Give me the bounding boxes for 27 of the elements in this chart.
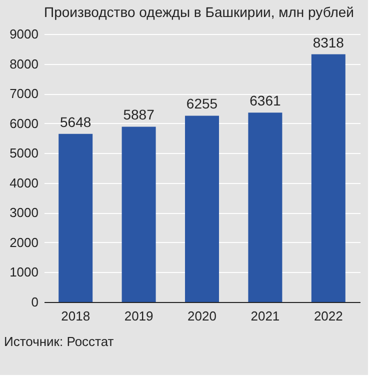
- x-tick-label: 2019: [124, 308, 154, 324]
- y-tick-label: 4000: [10, 175, 38, 190]
- y-tick-label: 3000: [10, 205, 38, 220]
- data-label: 5887: [123, 106, 155, 123]
- y-tick-label: 8000: [10, 56, 38, 72]
- y-tick-label: 9000: [10, 26, 38, 42]
- data-label: 6255: [186, 96, 218, 112]
- y-tick-label: 2000: [10, 234, 38, 250]
- y-tick-label: 5000: [10, 146, 38, 161]
- data-label: 8318: [312, 34, 344, 50]
- y-tick-label: 1000: [10, 264, 38, 280]
- bar: [185, 116, 219, 302]
- bar: [122, 126, 156, 302]
- x-tick-label: 2022: [314, 308, 343, 324]
- y-tick-label: 0: [31, 294, 38, 310]
- x-tick-label: 2018: [61, 308, 90, 324]
- x-tick-label: 2020: [188, 308, 216, 324]
- text: Источник: Росстат: [4, 334, 114, 349]
- bar: [248, 112, 282, 302]
- y-tick-label: 6000: [10, 116, 38, 131]
- data-label: 5648: [60, 114, 92, 130]
- data-label: 6361: [250, 92, 281, 109]
- bar: [311, 54, 346, 302]
- bar: [58, 134, 93, 302]
- y-tick-label: 7000: [10, 86, 38, 102]
- chart-title: Производство одежды в Башкирии, млн рублей: [44, 4, 354, 20]
- x-tick-label: 2021: [250, 308, 280, 324]
